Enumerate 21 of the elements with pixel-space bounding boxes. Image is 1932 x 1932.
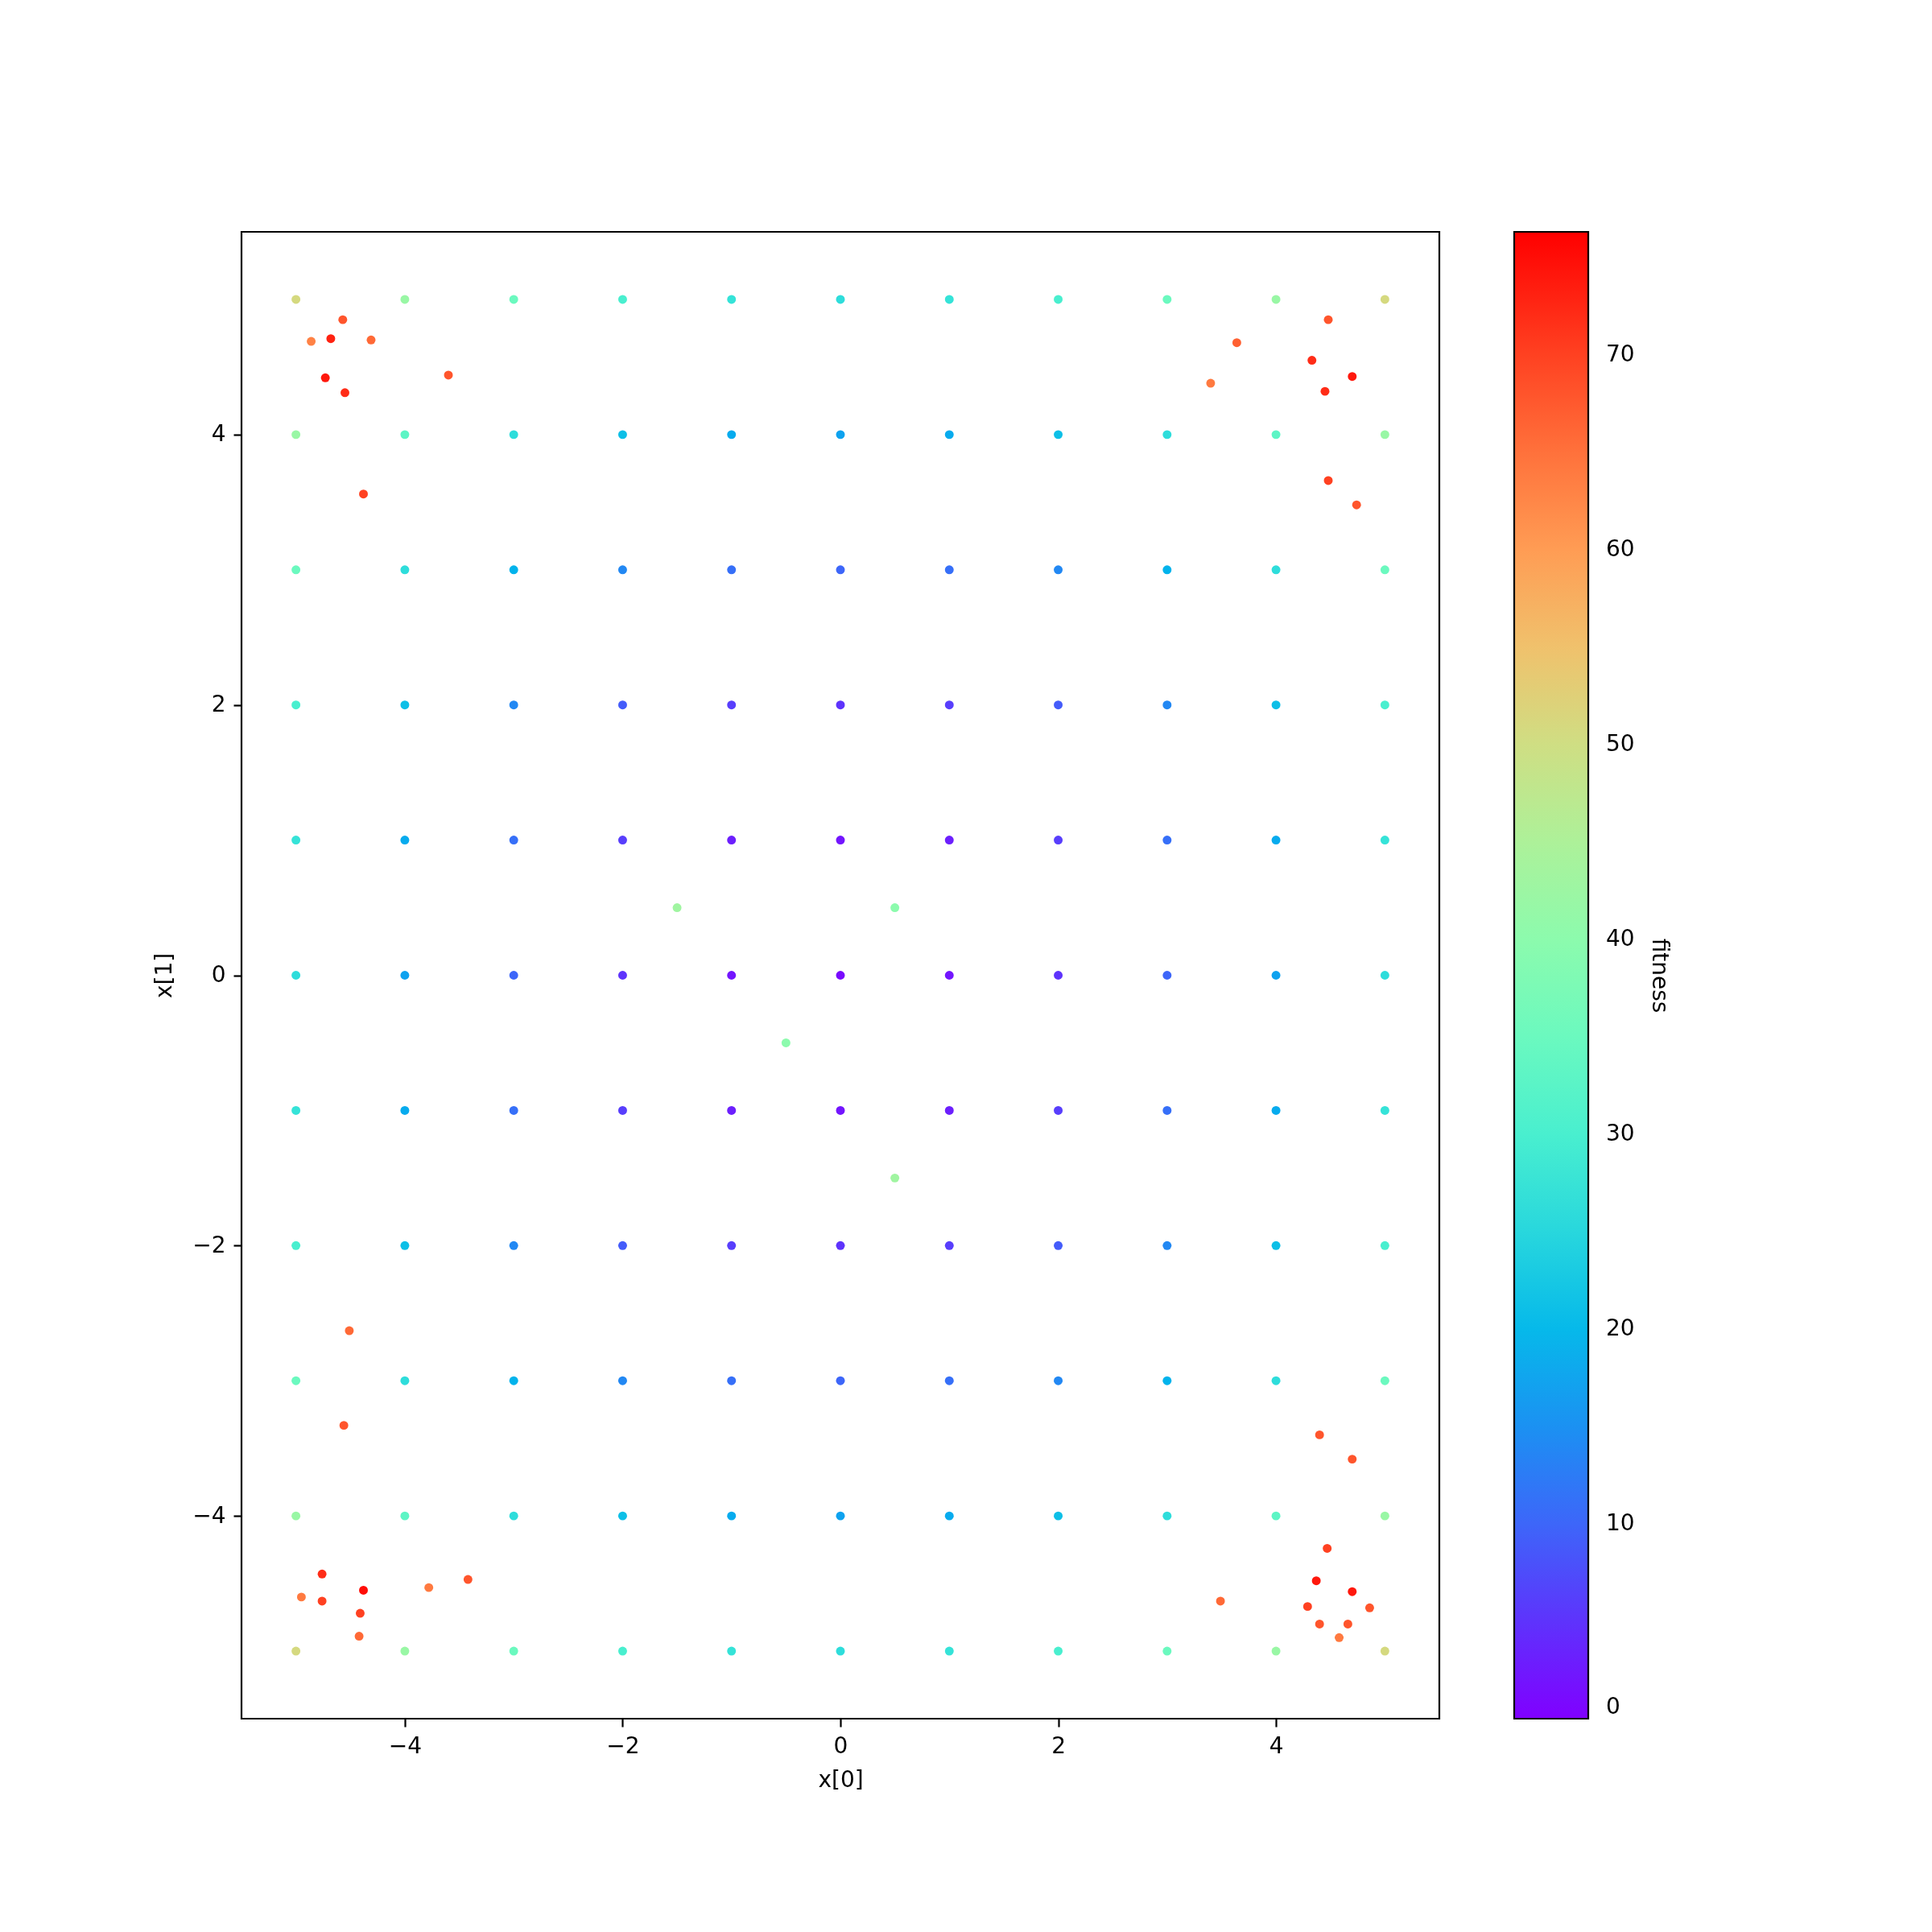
y-tick-label: 0 [211, 961, 226, 988]
color-bar-label: 70 [1606, 340, 1635, 367]
color-bar-label: 60 [1606, 535, 1635, 562]
y-tick-label: −4 [192, 1501, 226, 1529]
x-axis-title: x[0] [818, 1765, 864, 1793]
x-tick-label: −2 [606, 1732, 640, 1759]
y-tick-label: 2 [211, 691, 226, 718]
color-bar-label: 30 [1606, 1119, 1635, 1146]
x-tick-label: −4 [388, 1732, 423, 1759]
color-bar-label: 20 [1606, 1314, 1635, 1341]
y-axis-title: x[1] [151, 952, 178, 999]
y-tick-label: −2 [192, 1231, 226, 1258]
color-bar-label: 50 [1606, 729, 1635, 757]
x-tick-label: 0 [833, 1732, 848, 1759]
color-bar-label: 0 [1606, 1693, 1620, 1719]
x-tick-label: 2 [1051, 1732, 1066, 1759]
y-tick-label: 4 [211, 420, 226, 448]
x-tick-label: 4 [1269, 1732, 1284, 1759]
color-bar-label: 10 [1606, 1509, 1635, 1536]
color-bar-title: fitness [1647, 938, 1674, 1013]
color-bar-label: 40 [1606, 924, 1635, 952]
